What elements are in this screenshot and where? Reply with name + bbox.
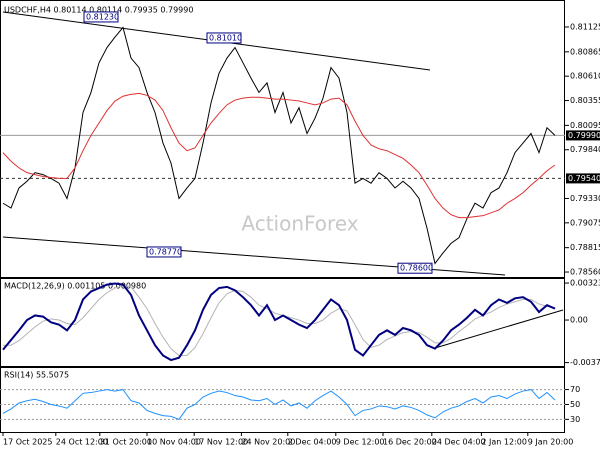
annotation-box [146,246,182,258]
x-tick-label: 9 Dec 12:00 [336,438,385,447]
x-tick-label: 24 Oct 12:00 [56,438,108,447]
x-tick-label: 17 Oct 2025 [3,438,52,447]
macd-trendline [434,309,564,349]
x-tick-label: 10 Nov 04:00 [147,438,201,447]
y-tick-label: 50 [570,400,580,409]
y-tick-label: 0.80610 [570,72,600,81]
series-line [2,92,556,219]
rsi-panel [0,367,565,433]
y-tick-label: 70 [570,385,580,394]
y-tick-label: 30 [570,415,580,424]
price-label: 0.79540 [568,174,600,183]
y-tick-label: 0.003237 [570,279,600,288]
panel-title: USDCHF,H4 0.80114 0.80114 0.79935 0.7999… [4,6,193,15]
x-tick-label: 31 Oct 20:00 [100,438,152,447]
y-tick-label: 0.79075 [570,218,600,227]
y-tick-label: 0.00 [570,316,588,325]
series-line [2,282,556,362]
y-tick-label: 0.80865 [570,47,600,56]
price-label-bg [566,173,600,184]
annotation-label: 0.78600 [400,264,433,273]
y-tick-label: 0.80355 [570,96,600,105]
x-tick-label: 2 Jan 12:00 [481,438,527,447]
series-line [3,285,556,356]
annotation-box [206,32,242,44]
price-label-bg [566,130,600,141]
series-line [2,26,556,265]
annotation-box [397,262,433,274]
panel-title: RSI(14) 55.5075 [4,371,69,380]
y-tick-label: -0.003723 [570,358,600,367]
watermark: ActionForex [241,212,358,236]
panel-title: MACD(12,26,9) 0.001105 0.000980 [4,282,146,291]
annotation-label: 0.81010 [209,33,242,42]
annotation-label: 0.81230 [86,12,119,21]
y-tick-label: 0.79840 [570,145,600,154]
x-tick-label: 2 Dec 04:00 [288,438,337,447]
price-panel [0,0,565,278]
y-tick-label: 0.81125 [570,22,600,31]
y-tick-label: 0.78560 [570,268,600,277]
y-tick-label: 0.79330 [570,194,600,203]
y-tick-label: 0.80095 [570,121,600,130]
annotation-box [83,11,119,23]
x-tick-label: 9 Jan 20:00 [528,438,574,447]
y-tick-label: 0.78815 [570,243,600,252]
series-line [2,389,556,420]
macd-panel [0,278,565,367]
x-tick-label: 16 Dec 20:00 [383,438,437,447]
x-tick-label: 24 Dec 04:00 [432,438,486,447]
x-tick-label: 17 Nov 12:00 [194,438,248,447]
annotation-label: 0.78770 [149,247,182,256]
price-label: 0.79990 [568,131,600,140]
x-tick-label: 24 Nov 20:00 [241,438,295,447]
